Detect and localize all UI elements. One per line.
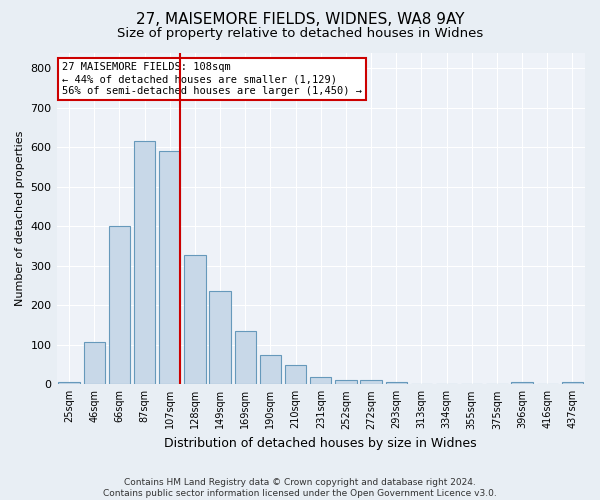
Bar [260, 354, 281, 384]
Bar [285, 364, 307, 384]
Bar [184, 254, 206, 384]
Y-axis label: Number of detached properties: Number of detached properties [15, 130, 25, 306]
Bar [58, 382, 80, 384]
Bar [209, 292, 231, 384]
Bar [109, 226, 130, 384]
Bar [310, 377, 331, 384]
Bar [235, 331, 256, 384]
Bar [562, 382, 583, 384]
Bar [511, 382, 533, 384]
Bar [134, 142, 155, 384]
Text: Size of property relative to detached houses in Widnes: Size of property relative to detached ho… [117, 28, 483, 40]
Text: Contains HM Land Registry data © Crown copyright and database right 2024.
Contai: Contains HM Land Registry data © Crown c… [103, 478, 497, 498]
Bar [159, 152, 181, 384]
X-axis label: Distribution of detached houses by size in Widnes: Distribution of detached houses by size … [164, 437, 477, 450]
Bar [386, 382, 407, 384]
Text: 27 MAISEMORE FIELDS: 108sqm
← 44% of detached houses are smaller (1,129)
56% of : 27 MAISEMORE FIELDS: 108sqm ← 44% of det… [62, 62, 362, 96]
Bar [335, 380, 356, 384]
Bar [361, 380, 382, 384]
Bar [83, 342, 105, 384]
Text: 27, MAISEMORE FIELDS, WIDNES, WA8 9AY: 27, MAISEMORE FIELDS, WIDNES, WA8 9AY [136, 12, 464, 28]
